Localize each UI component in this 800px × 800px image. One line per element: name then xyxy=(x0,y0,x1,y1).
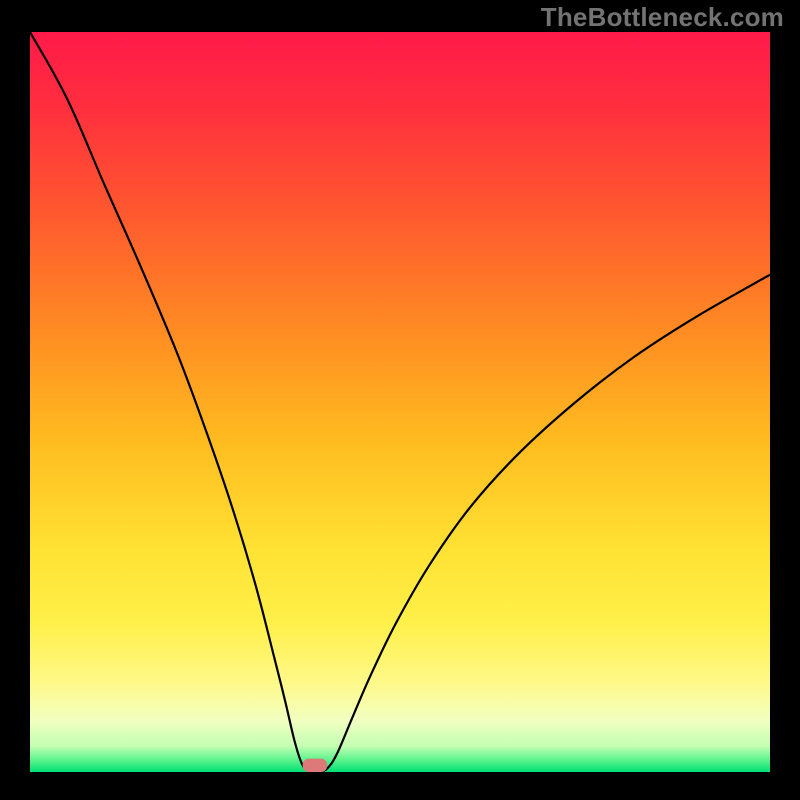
chart-svg xyxy=(0,0,800,800)
minimum-marker xyxy=(303,759,327,772)
chart-frame: TheBottleneck.com xyxy=(0,0,800,800)
plot-background xyxy=(30,32,770,772)
